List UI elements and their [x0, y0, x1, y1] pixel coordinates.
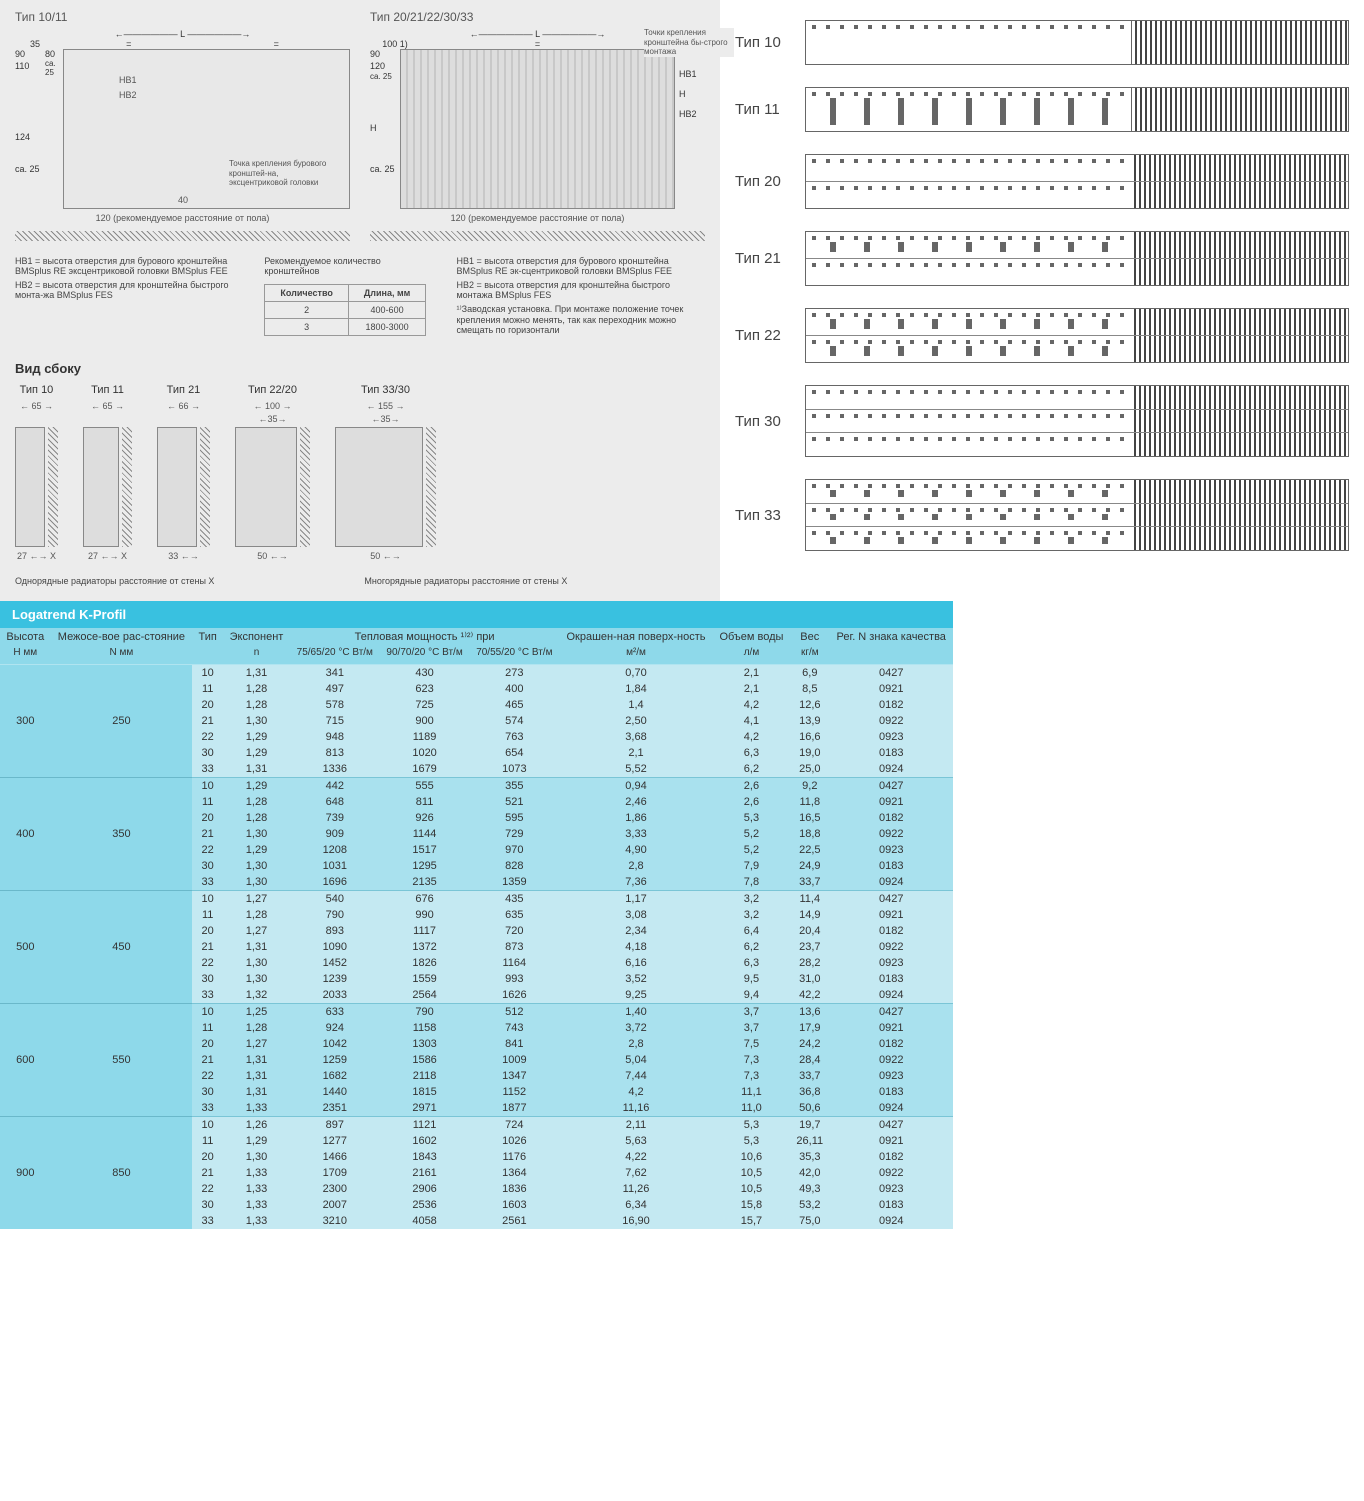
table-row: 900850101,2689711217242,115,319,70427 — [0, 1117, 953, 1134]
type-row: Тип 21 — [735, 231, 1349, 286]
diagram-area: Тип 10/11 ←―――――― L ――――――→ 35== 90 110 … — [0, 0, 720, 601]
diag-right-title: Тип 20/21/22/30/33 — [370, 10, 705, 24]
side-view-item: Тип 22/20← 100 →←35→50 ←→ — [235, 384, 310, 561]
note-hb1: HB1 = высота отверстия для бурового крон… — [15, 256, 244, 276]
side-view-item: Тип 21← 66 → 33 ←→ — [157, 384, 210, 561]
bracket-table: КоличествоДлина, мм 2400-600 31800-3000 — [264, 284, 426, 336]
notes: HB1 = высота отверстия для бурового крон… — [15, 256, 705, 336]
side-view-item: Тип 33/30← 155 →←35→50 ←→ — [335, 384, 436, 561]
floor-note-left: 120 (рекомендуемое расстояние от пола) — [15, 213, 350, 223]
type-gallery: Тип 10 Тип 11 Тип 20 Тип 21 Тип 22 Тип 30 Тип … — [720, 0, 1364, 601]
type-row: Тип 22 — [735, 308, 1349, 363]
table-row: 400350101,294425553550,942,69,20427 — [0, 778, 953, 795]
table-row: 500450101,275406764351,173,211,40427 — [0, 891, 953, 908]
note-rec: Рекомендуемое количество кронштейнов — [264, 256, 436, 276]
dim-L-left: ←―――――― L ――――――→ — [15, 29, 350, 39]
type-row: Тип 33 — [735, 479, 1349, 551]
floor-note-right: 120 (рекомендуемое расстояние от пола) — [370, 213, 705, 223]
table-row: 300250101,313414302730,702,16,90427 — [0, 665, 953, 682]
side-view-item: Тип 10← 65 → 27 ←→ X — [15, 384, 58, 561]
side-view-item: Тип 11← 65 → 27 ←→ X — [83, 384, 132, 561]
type-row: Тип 10 — [735, 20, 1349, 65]
sv-cap1: Однорядные радиаторы расстояние от стены… — [15, 576, 214, 586]
type-row: Тип 20 — [735, 154, 1349, 209]
type-row: Тип 11 — [735, 87, 1349, 132]
data-table: Высота Межосе-вое рас-стояние Тип Экспон… — [0, 628, 953, 1229]
type-row: Тип 30 — [735, 385, 1349, 457]
note-hb2: HB2 = высота отверстия для кронштейна бы… — [15, 280, 244, 300]
table-row: 600550101,256337905121,403,713,60427 — [0, 1004, 953, 1021]
sv-cap2: Многорядные радиаторы расстояние от стен… — [364, 576, 567, 586]
floor-hatch — [15, 231, 350, 241]
side-view-title: Вид сбоку — [15, 361, 705, 376]
side-views: Тип 10← 65 → 27 ←→ X Тип 11← 65 → 27 ←→ X… — [15, 384, 705, 561]
floor-hatch — [370, 231, 705, 241]
diag-left-title: Тип 10/11 — [15, 10, 350, 24]
table-title: Logatrend K-Profil — [0, 601, 953, 628]
